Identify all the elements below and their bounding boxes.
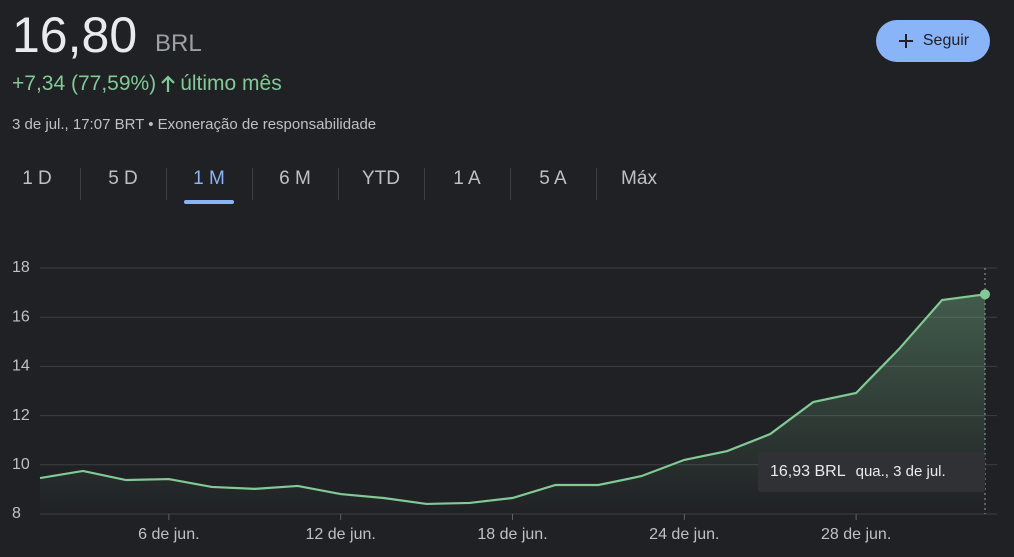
line [39, 293, 986, 506]
tab-separator [338, 168, 339, 200]
y-tick-label: 12 [12, 407, 30, 424]
range-tab[interactable]: 1 M [193, 168, 225, 189]
price: 16,80 [12, 7, 138, 63]
range-tab[interactable]: 6 M [279, 168, 311, 189]
active-underline [184, 200, 234, 204]
area [40, 294, 985, 514]
y-tick-label: 10 [12, 456, 30, 473]
tab-separator [166, 168, 167, 200]
follow-button[interactable]: Seguir [876, 20, 990, 62]
y-tick-label: 8 [12, 505, 21, 522]
arrow-up [161, 75, 175, 92]
y-tick-label: 16 [12, 308, 30, 325]
tooltip-box [758, 452, 985, 492]
tooltip: 16,93 BRL qua., 3 de jul. [758, 452, 985, 492]
timestamp-row: 3 de jul., 17:07 BRT • Exoneração de res… [12, 116, 377, 133]
plus-icon [898, 34, 913, 48]
range-tab[interactable]: 5 D [108, 168, 138, 189]
range-tab[interactable]: 1 A [453, 168, 481, 189]
x-tick-label: 6 de jun. [138, 526, 199, 543]
period: último mês [180, 72, 282, 95]
x-tick-label: 18 de jun. [477, 526, 547, 543]
end-point [980, 289, 990, 300]
x-tick-label: 28 de jun. [821, 526, 891, 543]
tooltip-value: 16,93 BRL [770, 463, 846, 480]
tab-separator [424, 168, 425, 200]
range-tab[interactable]: 5 A [539, 168, 567, 189]
currency: BRL [155, 30, 202, 57]
change-row: +7,34 (77,59%) último mês [12, 72, 282, 96]
tab-separator [510, 168, 511, 200]
x-tick-label: 12 de jun. [306, 526, 376, 543]
tab-separator [80, 168, 81, 200]
range-tab[interactable]: Máx [621, 168, 657, 189]
tab-separator [252, 168, 253, 200]
range-tab[interactable]: 1 D [22, 168, 52, 189]
y-tick-label: 14 [12, 358, 30, 375]
tab-separator [596, 168, 597, 200]
y-tick-label: 18 [12, 259, 30, 276]
x-tick-label: 24 de jun. [649, 526, 719, 543]
follow-label: Seguir [922, 32, 970, 49]
tooltip-date: qua., 3 de jul. [856, 463, 946, 480]
timestamp: 3 de jul., 17:07 BRT [12, 116, 145, 133]
disclaimer[interactable]: Exoneração de responsabilidade [157, 116, 377, 133]
range-tab[interactable]: YTD [362, 168, 400, 189]
change: +7,34 (77,59%) [12, 72, 157, 95]
